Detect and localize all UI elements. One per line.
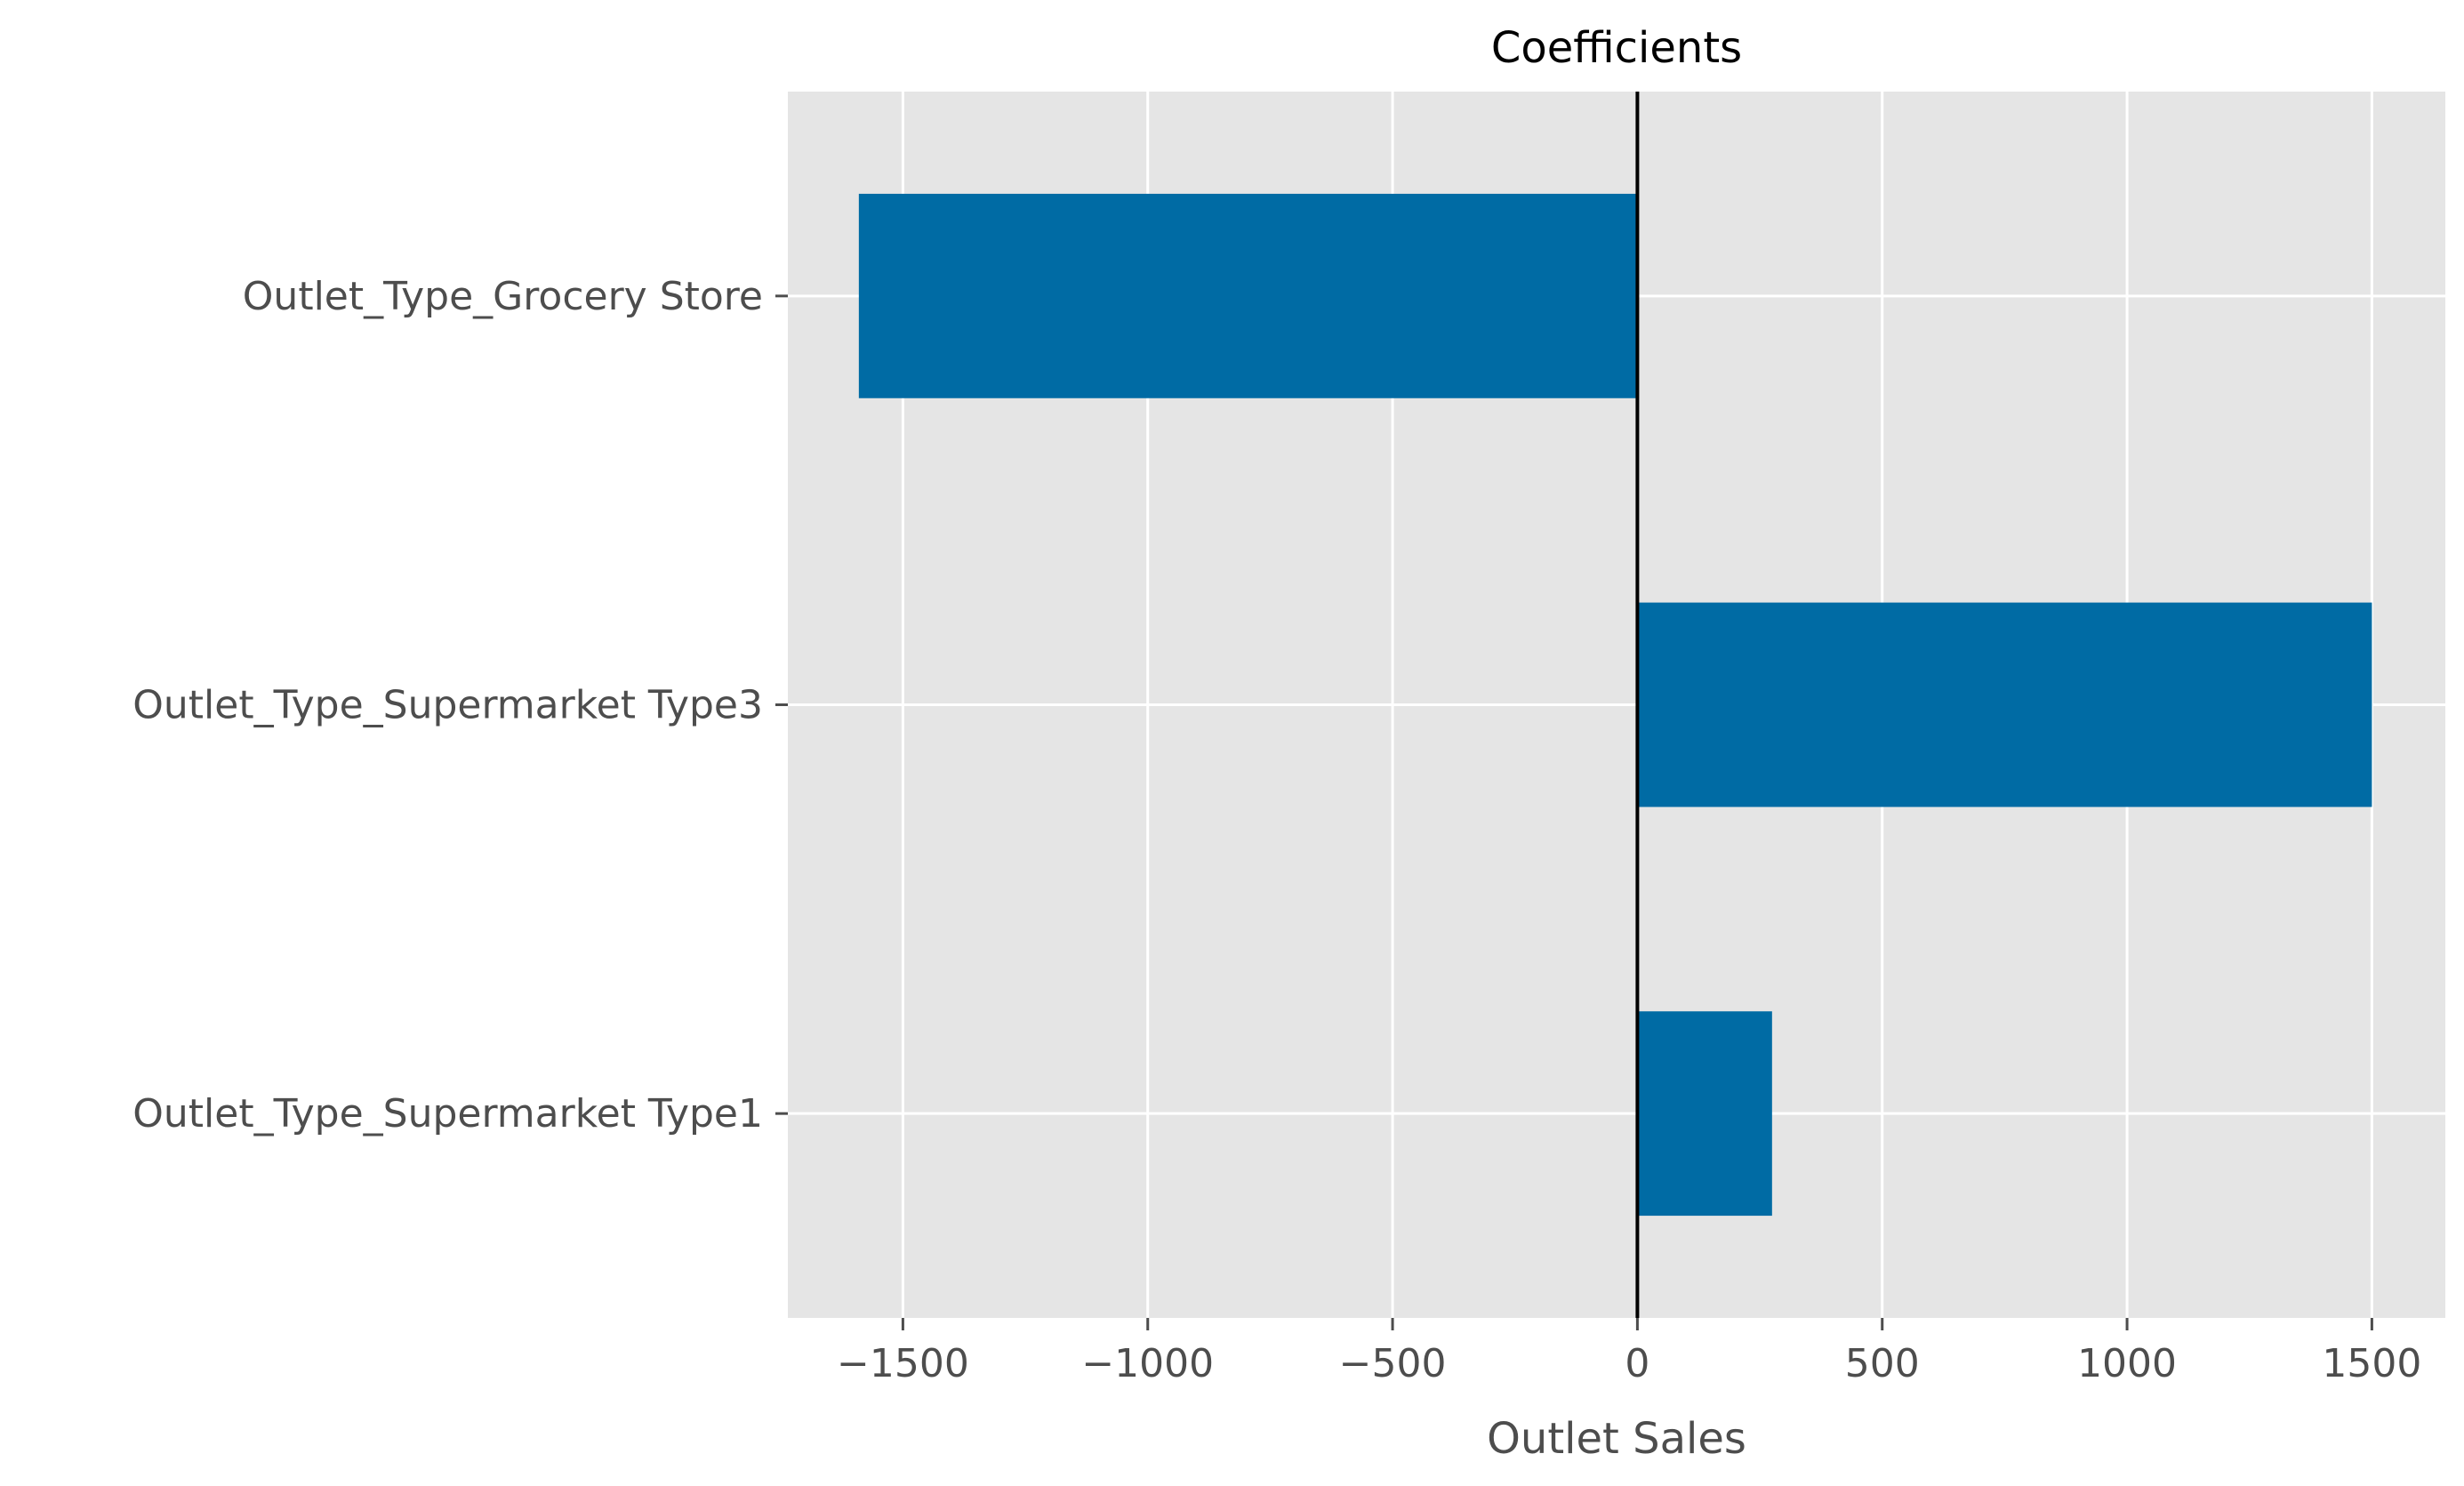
- x-tick-label: 1000: [2077, 1341, 2177, 1386]
- x-tick-label: −500: [1339, 1341, 1447, 1386]
- bars: [858, 193, 2372, 1217]
- chart-title: Coefficients: [1491, 23, 1742, 73]
- bar: [858, 193, 1638, 398]
- x-axis-ticks: −1500 −1000 −500 0 500 1000 1500: [837, 1318, 2421, 1386]
- x-tick-label: 500: [1845, 1341, 1920, 1386]
- y-tick-label: Outlet_Type_Supermarket Type3: [132, 683, 763, 728]
- y-tick-label: Outlet_Type_Grocery Store: [243, 274, 763, 319]
- bar: [1637, 1011, 1772, 1217]
- bar: [1637, 602, 2372, 807]
- x-tick-label: 1500: [2322, 1341, 2421, 1386]
- y-tick-label: Outlet_Type_Supermarket Type1: [132, 1091, 763, 1137]
- y-axis-ticks: Outlet_Type_Grocery Store Outlet_Type_Sup…: [132, 274, 788, 1137]
- x-tick-label: 0: [1625, 1341, 1649, 1386]
- x-tick-label: −1000: [1081, 1341, 1214, 1386]
- x-tick-label: −1500: [837, 1341, 969, 1386]
- x-axis-title: Outlet Sales: [1487, 1414, 1746, 1464]
